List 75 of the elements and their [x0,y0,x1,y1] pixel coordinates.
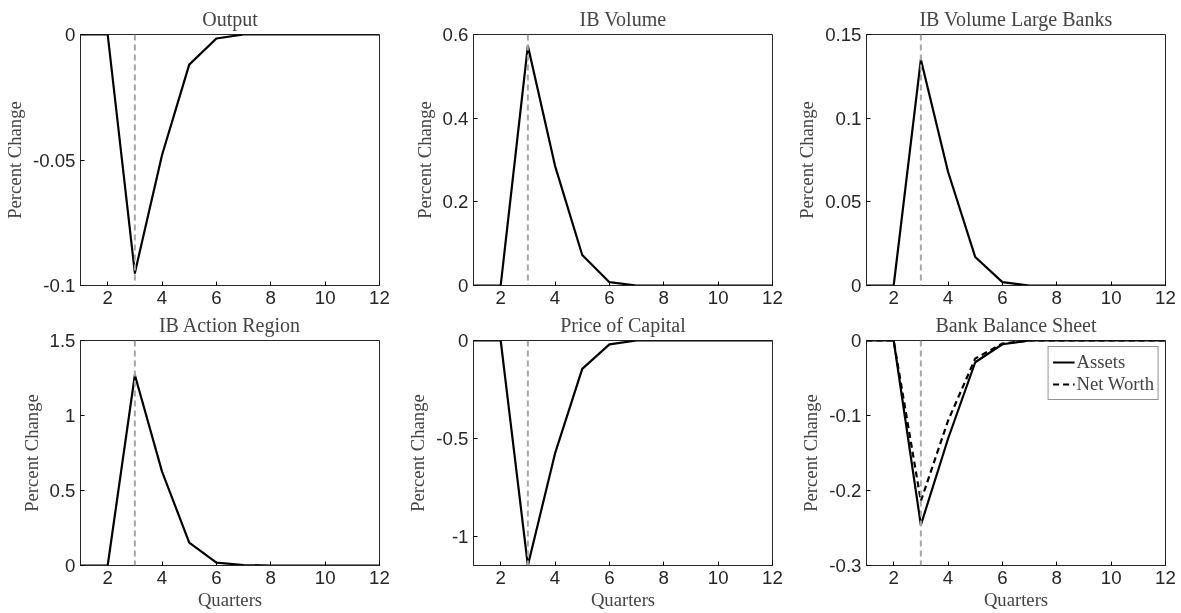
y-axis-title: Percent Change [407,394,429,512]
x-tick-label: 12 [762,286,783,308]
y-tick-label: -0.2 [829,480,862,501]
x-tick-label: 10 [314,566,336,588]
x-tick-label: 10 [314,286,336,308]
y-tick-label: 1 [65,405,76,426]
x-tick-label: 6 [211,286,222,308]
legend-label: Assets [1076,351,1126,373]
y-tick-label: 0.6 [442,24,469,45]
x-tick-label: 6 [211,566,222,588]
y-axis-title: Percent Change [796,101,818,219]
x-tick-label: 10 [707,286,729,308]
x-tick-label: 4 [942,286,954,308]
x-tick-label: 6 [604,286,615,308]
y-tick-label: 0 [458,330,469,351]
y-tick-label: -0.5 [436,427,469,449]
x-axis-title: Quarters [590,588,656,610]
y-tick-label: 0 [851,275,862,296]
x-tick-label: 6 [604,566,615,588]
x-tick-label: 12 [1155,566,1176,588]
x-tick-label: 8 [1051,286,1062,308]
y-tick-label: 0.1 [835,107,862,129]
x-tick-label: 8 [1051,566,1062,588]
y-tick-label: -0.05 [32,149,76,171]
x-tick-label: 6 [997,286,1008,308]
chart-title: IB Action Region [158,313,301,337]
y-tick-label: 0.05 [825,191,862,213]
x-tick-label: 10 [1100,566,1122,588]
y-axis-title: Percent Change [20,394,42,512]
chart-title: IB Volume Large Banks [919,7,1113,31]
y-tick-label: 1.5 [49,330,76,351]
x-tick-label: 2 [102,566,113,588]
x-tick-label: 8 [265,566,276,588]
x-tick-label: 10 [1100,286,1122,308]
y-axis-title: Percent Change [800,394,822,512]
chart-title: Output [202,7,259,31]
x-tick-label: 2 [888,286,899,308]
x-axis-title: Quarters [983,588,1049,610]
y-tick-label: 0.4 [442,107,469,129]
y-tick-label: 0 [65,555,76,576]
x-tick-label: 12 [369,286,390,308]
y-tick-label: -0.1 [43,275,76,296]
y-tick-label: 0.2 [442,191,469,213]
chart-title: Bank Balance Sheet [935,313,1097,336]
y-tick-label: -0.1 [829,405,862,426]
x-tick-label: 2 [495,286,506,308]
chart-title: IB Volume [579,7,667,30]
x-tick-label: 2 [102,286,113,308]
y-tick-label: -0.3 [829,555,862,576]
x-tick-label: 12 [1155,286,1176,308]
chart-title: Price of Capital [560,313,687,337]
x-tick-label: 4 [549,566,561,588]
x-tick-label: 8 [658,566,669,588]
x-tick-label: 12 [762,566,783,588]
y-tick-label: -1 [451,525,469,547]
x-axis-title: Quarters [197,588,263,610]
y-tick-label: 0.15 [825,24,862,45]
y-tick-label: 0 [458,275,469,296]
y-axis-title: Percent Change [413,101,435,219]
x-tick-label: 4 [942,566,954,588]
x-tick-label: 8 [265,286,276,308]
x-tick-label: 4 [156,286,168,308]
y-tick-label: 0 [65,24,76,45]
y-tick-label: 0 [851,330,862,351]
x-tick-label: 8 [658,286,669,308]
y-axis-title: Percent Change [3,101,25,219]
legend-label: Net Worth [1076,373,1154,395]
x-tick-label: 6 [997,566,1008,588]
x-tick-label: 2 [495,566,506,588]
x-tick-label: 4 [549,286,561,308]
y-tick-label: 0.5 [49,480,76,501]
x-tick-label: 12 [369,566,390,588]
x-tick-label: 10 [707,566,729,588]
x-tick-label: 4 [156,566,168,588]
x-tick-label: 2 [888,566,899,588]
